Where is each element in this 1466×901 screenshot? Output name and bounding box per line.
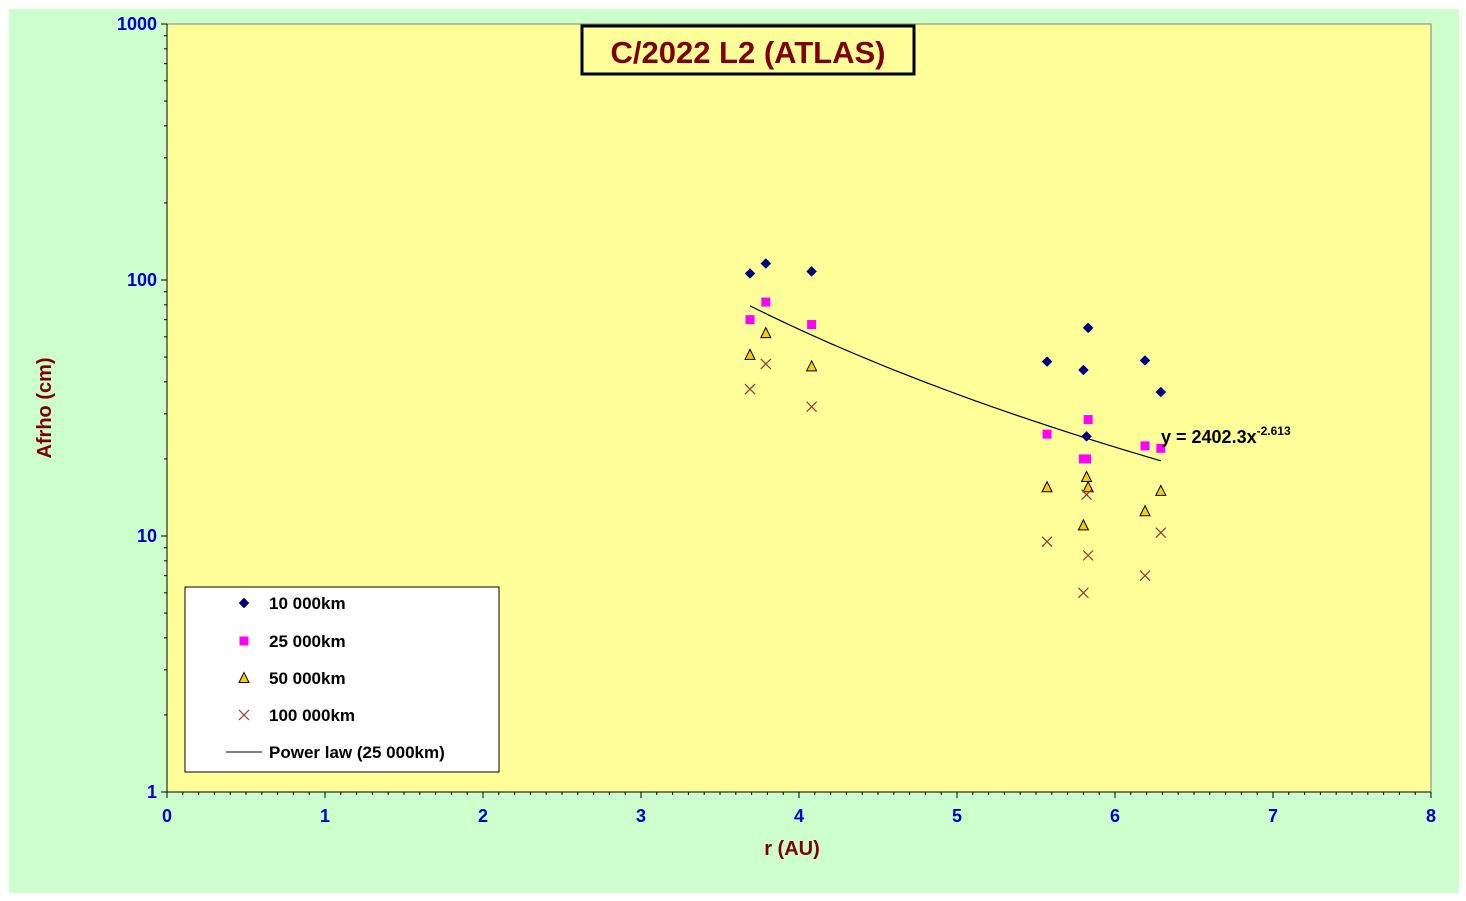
legend-label-100000km: 100 000km (269, 706, 355, 725)
cross-stroke (1139, 570, 1151, 582)
x-tick-label: 5 (952, 806, 962, 826)
cross-stroke (1155, 527, 1167, 539)
cross-stroke (744, 383, 756, 395)
data-point-series-3 (760, 326, 772, 339)
x-axis-title: r (AU) (764, 838, 820, 860)
legend-marker-series-3 (238, 671, 250, 683)
chart-title: C/2022 L2 (ATLAS) (610, 35, 885, 70)
y-axis-title: Afrho (cm) (34, 357, 56, 458)
svg-text:y = 2402.3x-2.613: y = 2402.3x-2.613 (1161, 424, 1291, 447)
data-point-series-3 (1155, 484, 1167, 496)
data-point-series-2 (807, 320, 817, 330)
data-point-series-2 (1156, 443, 1166, 453)
x-tick-label: 6 (1110, 806, 1120, 826)
trendline-layer (749, 305, 1161, 462)
cross-stroke (238, 709, 250, 721)
legend-label-50000km: 50 000km (269, 669, 346, 688)
data-point-series-4 (1081, 489, 1092, 501)
data-point-series-1 (760, 258, 772, 269)
y-tick-label: 1000 (117, 14, 157, 34)
y-tick-label: 1 (147, 782, 157, 802)
legend-marker-series-1 (238, 597, 250, 609)
data-point-series-2 (1042, 429, 1052, 439)
data-point-series-1 (1139, 355, 1151, 366)
trendline-equation-exponent: -2.613 (1257, 424, 1291, 438)
x-tick-label: 7 (1268, 806, 1278, 826)
legend-box (184, 586, 500, 773)
data-point-series-2 (1082, 454, 1092, 464)
data-point-series-2 (745, 315, 755, 325)
data-point-series-3 (744, 348, 756, 360)
axes (161, 23, 1432, 798)
data-point-series-4 (744, 383, 756, 395)
x-tick-label: 0 (162, 806, 172, 826)
legend-markers (238, 597, 250, 721)
data-point-series-3 (1080, 470, 1093, 483)
data-point-series-3 (1139, 504, 1151, 517)
x-tick-label: 2 (478, 806, 488, 826)
data-point-series-3 (1082, 480, 1094, 493)
data-point-series-1 (1041, 356, 1053, 367)
cross-stroke (760, 358, 772, 370)
data-point-series-4 (1139, 570, 1151, 582)
data-point-series-3 (1077, 518, 1090, 531)
legend-label-10000km: 10 000km (269, 594, 346, 613)
chart-title-box: C/2022 L2 (ATLAS) (580, 24, 916, 76)
data-point-series-4 (1077, 587, 1089, 599)
data-point-series-2 (761, 297, 771, 307)
legend-label-power-law: Power law (25 000km) (269, 743, 445, 762)
x-tick-label: 4 (794, 806, 804, 826)
data-point-series-1 (1082, 322, 1094, 334)
x-tick-label: 1 (320, 806, 330, 826)
points-layer (744, 258, 1167, 599)
data-point-series-2 (1083, 415, 1093, 425)
trendline-equation-base: y = 2402.3x (1161, 427, 1257, 447)
data-point-series-3 (1041, 480, 1053, 493)
data-point-series-1 (1078, 364, 1089, 376)
data-point-series-4 (1155, 527, 1167, 539)
legend: 10 000km 25 000km 50 000km 100 000km Pow… (184, 586, 500, 773)
y-tick-label: 10 (137, 526, 157, 546)
data-point-series-1 (806, 266, 817, 277)
data-point-series-4 (760, 358, 772, 370)
data-point-series-3 (805, 359, 818, 372)
data-point-series-4 (1041, 536, 1053, 548)
legend-label-25000km: 25 000km (269, 632, 346, 651)
data-point-series-4 (806, 401, 818, 413)
data-point-series-4 (1082, 549, 1094, 561)
data-point-series-1 (1081, 431, 1092, 442)
data-point-series-2 (1140, 441, 1150, 451)
data-point-series-1 (744, 268, 756, 279)
legend-marker-series-4 (238, 709, 250, 721)
chart-area: 0 1 2 3 4 5 6 7 8 1 10 100 1000 r (AU) Afrho (cm) C/… (9, 9, 1459, 893)
y-tick-label: 100 (127, 270, 157, 290)
x-tick-label: 8 (1426, 806, 1436, 826)
trendline-power-law (749, 305, 1161, 462)
cross-stroke (1081, 489, 1092, 501)
cross-stroke (1041, 536, 1053, 548)
legend-marker-series-2 (239, 636, 249, 646)
trendline-equation: y = 2402.3x-2.613 (1161, 424, 1291, 447)
x-tick-label: 3 (636, 806, 646, 826)
cross-stroke (806, 401, 818, 413)
cross-stroke (1082, 549, 1094, 561)
cross-stroke (1077, 587, 1089, 599)
data-point-series-1 (1155, 386, 1167, 398)
